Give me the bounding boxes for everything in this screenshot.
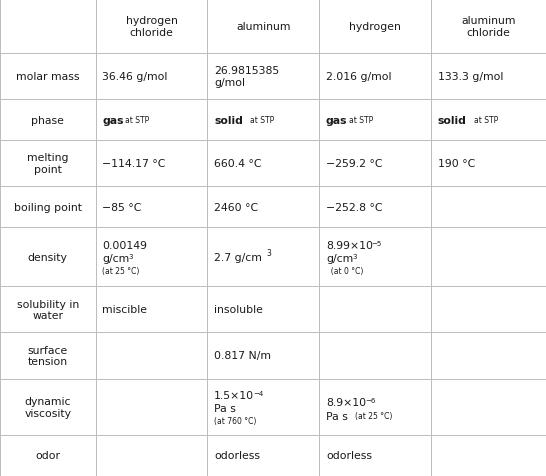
Text: −85 °C: −85 °C [102,202,141,212]
Text: odorless: odorless [214,451,260,460]
Text: −252.8 °C: −252.8 °C [326,202,382,212]
Text: molar mass: molar mass [16,72,80,82]
Text: insoluble: insoluble [214,305,263,315]
Text: −5: −5 [371,240,382,246]
Text: g/cm: g/cm [326,254,353,264]
Text: −6: −6 [365,397,375,403]
Text: 3: 3 [352,254,357,260]
Text: 133.3 g/mol: 133.3 g/mol [438,72,503,82]
Text: surface
tension: surface tension [28,345,68,367]
Text: 3: 3 [128,254,133,260]
Text: solid: solid [214,115,243,125]
Text: melting
point: melting point [27,153,69,175]
Text: at STP: at STP [250,116,274,125]
Text: 190 °C: 190 °C [438,159,475,169]
Text: 2.016 g/mol: 2.016 g/mol [326,72,391,82]
Text: at STP: at STP [349,116,373,125]
Text: gas: gas [102,115,123,125]
Text: hydrogen: hydrogen [349,22,401,32]
Text: miscible: miscible [102,305,147,315]
Text: 1.5×10: 1.5×10 [214,390,254,400]
Text: 3: 3 [266,248,271,258]
Text: (at 0 °C): (at 0 °C) [326,267,363,276]
Text: dynamic
viscosity: dynamic viscosity [24,396,72,417]
Text: aluminum
chloride: aluminum chloride [461,16,516,38]
Text: odor: odor [35,451,60,460]
Text: at STP: at STP [474,116,498,125]
Text: 660.4 °C: 660.4 °C [214,159,262,169]
Text: 2.7 g/cm: 2.7 g/cm [214,252,262,262]
Text: −114.17 °C: −114.17 °C [102,159,165,169]
Text: 0.00149: 0.00149 [102,240,147,250]
Text: (at 25 °C): (at 25 °C) [355,411,392,420]
Text: Pa s: Pa s [214,404,236,414]
Text: 8.9×10: 8.9×10 [326,397,366,407]
Text: (at 760 °C): (at 760 °C) [214,416,257,425]
Text: gas: gas [326,115,347,125]
Text: density: density [28,252,68,262]
Text: solubility in
water: solubility in water [16,299,79,320]
Text: boiling point: boiling point [14,202,82,212]
Text: aluminum: aluminum [236,22,290,32]
Text: solid: solid [438,115,467,125]
Text: phase: phase [31,115,64,125]
Text: (at 25 °C): (at 25 °C) [102,267,139,276]
Text: 26.9815385
g/mol: 26.9815385 g/mol [214,66,280,88]
Text: −259.2 °C: −259.2 °C [326,159,382,169]
Text: hydrogen
chloride: hydrogen chloride [126,16,177,38]
Text: 0.817 N/m: 0.817 N/m [214,351,271,361]
Text: Pa s: Pa s [326,411,348,421]
Text: 36.46 g/mol: 36.46 g/mol [102,72,168,82]
Text: odorless: odorless [326,451,372,460]
Text: g/cm: g/cm [102,254,129,264]
Text: 2460 °C: 2460 °C [214,202,258,212]
Text: at STP: at STP [125,116,149,125]
Text: 8.99×10: 8.99×10 [326,240,373,250]
Text: −4: −4 [253,390,263,396]
